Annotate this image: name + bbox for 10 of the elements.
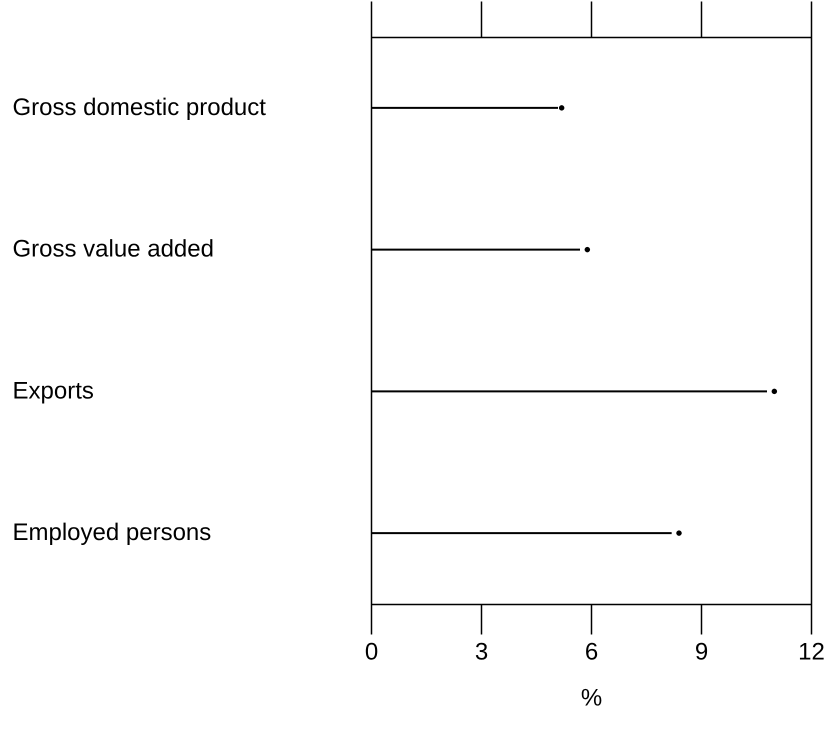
- x-tick-label: 6: [584, 638, 598, 666]
- x-tick-label: 12: [798, 638, 825, 666]
- x-tick-label: 0: [364, 638, 378, 666]
- y-tick-label: Employed persons: [12, 519, 212, 546]
- y-tick-label: Gross domestic product: [12, 94, 266, 121]
- x-tick-label: 3: [474, 638, 488, 666]
- x-tick-label: 9: [694, 638, 708, 666]
- x-axis-title: %: [580, 684, 602, 712]
- y-tick-label: Gross value added: [12, 236, 214, 263]
- y-tick-label: Exports: [12, 377, 94, 404]
